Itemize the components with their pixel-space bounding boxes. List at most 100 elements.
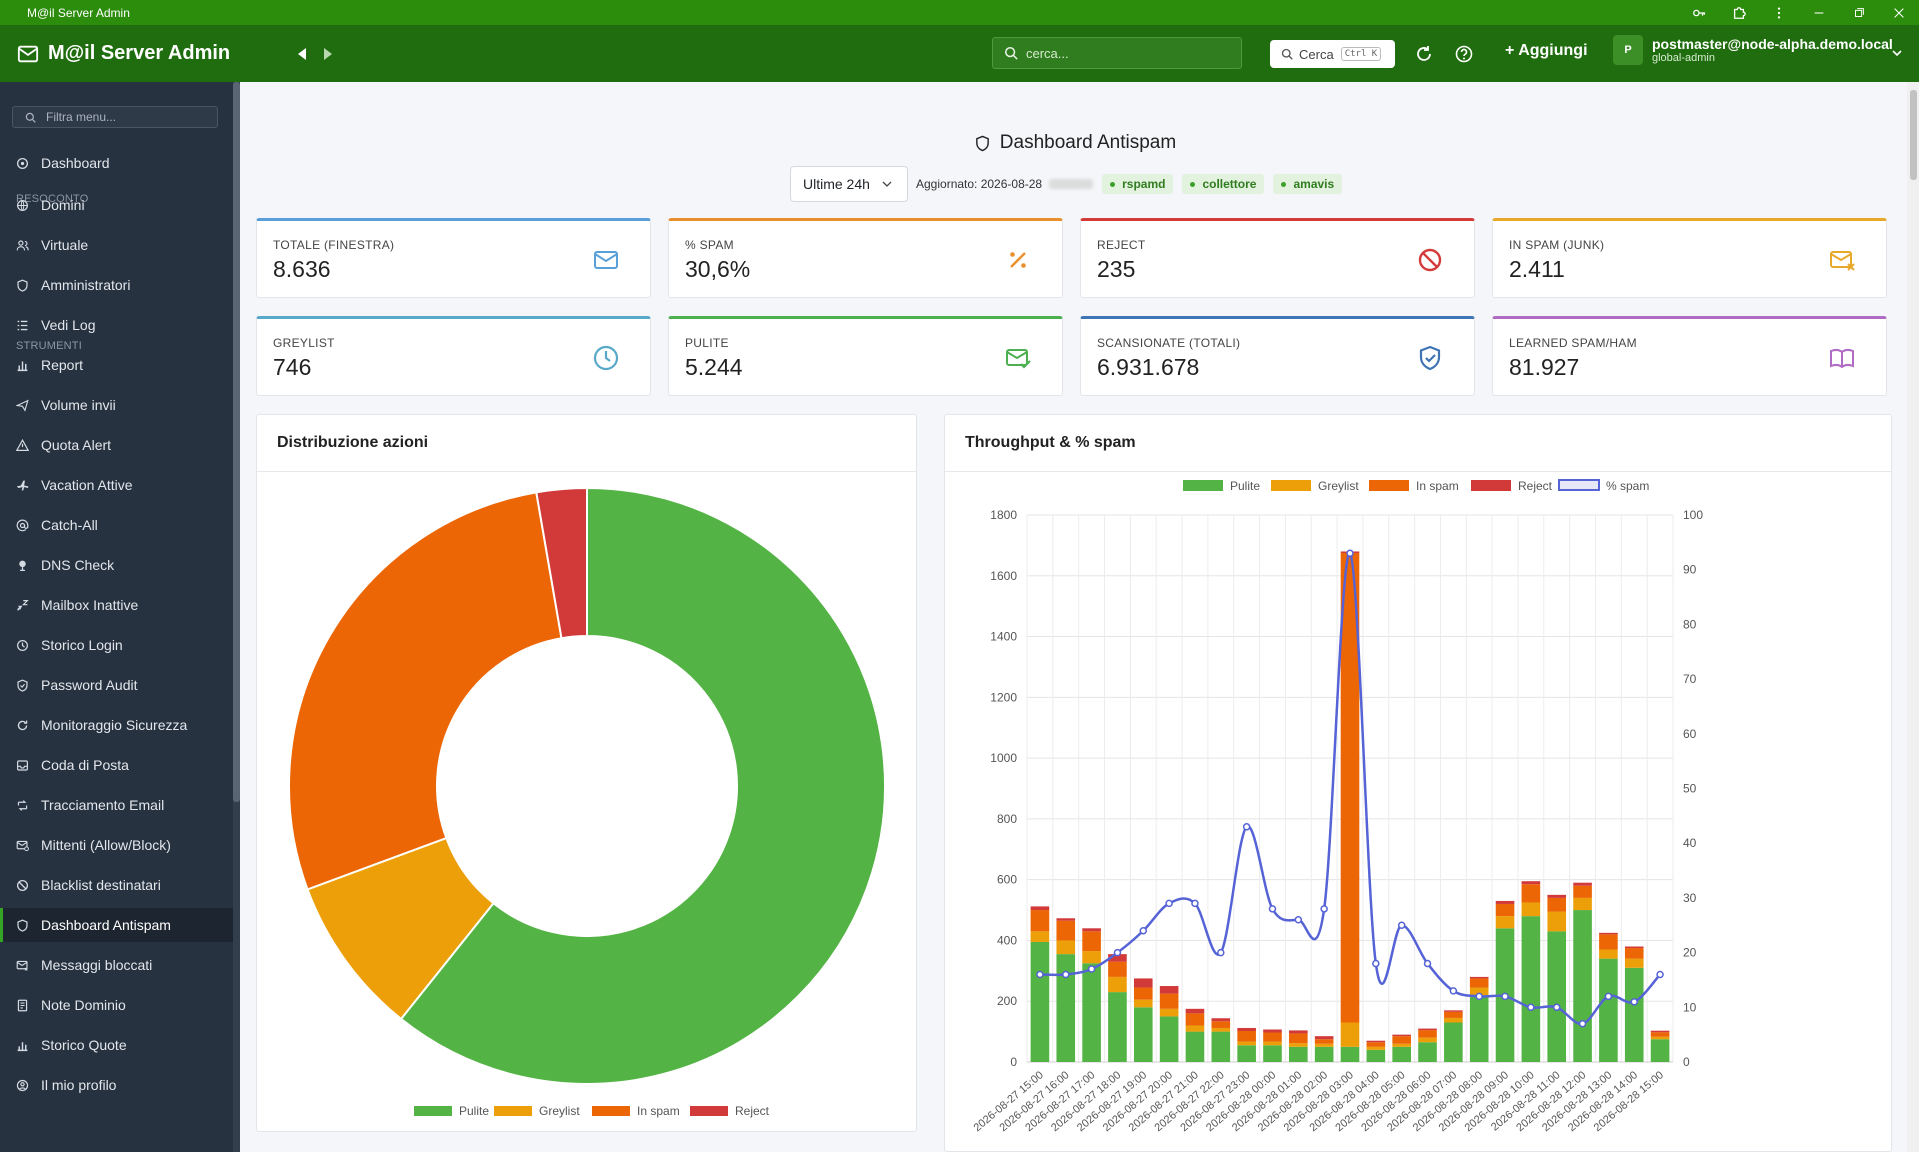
bar-pulite[interactable]: [1133, 1007, 1153, 1062]
bar-pulite[interactable]: [1237, 1045, 1256, 1062]
bar-reject[interactable]: [1521, 881, 1541, 885]
bar-pulite[interactable]: [1263, 1045, 1282, 1062]
bar-pulite[interactable]: [1418, 1042, 1437, 1062]
bar-reject[interactable]: [1392, 1034, 1411, 1037]
bar-greylist[interactable]: [1444, 1017, 1463, 1023]
bar-pulite[interactable]: [1521, 916, 1541, 1062]
spam-percent-point[interactable]: [1294, 916, 1303, 924]
bar-in-spam[interactable]: [1237, 1031, 1256, 1042]
bar-pulite[interactable]: [1056, 954, 1076, 1062]
sidebar-item-catch-all[interactable]: Catch-All: [0, 508, 233, 542]
bar-greylist[interactable]: [1340, 1022, 1360, 1047]
spam-percent-point[interactable]: [1165, 899, 1173, 908]
bar-in-spam[interactable]: [1314, 1039, 1334, 1044]
bar-greylist[interactable]: [1056, 940, 1076, 955]
bar-greylist[interactable]: [1366, 1046, 1386, 1050]
spam-percent-point[interactable]: [1268, 905, 1277, 913]
bar-greylist[interactable]: [1289, 1043, 1308, 1047]
donut-slice-in-spam[interactable]: [288, 491, 563, 891]
bar-greylist[interactable]: [1469, 987, 1489, 996]
sidebar-item-vacation-attive[interactable]: Vacation Attive: [0, 468, 233, 502]
help-icon[interactable]: [1454, 44, 1474, 64]
bar-pulite[interactable]: [1547, 931, 1567, 1062]
extensions-icon[interactable]: [1719, 0, 1759, 25]
more-vertical-icon[interactable]: [1759, 0, 1799, 25]
spam-percent-point[interactable]: [1501, 992, 1509, 1001]
spam-percent-point[interactable]: [1552, 1003, 1561, 1012]
back-arrow-icon[interactable]: [296, 47, 308, 61]
spam-percent-point[interactable]: [1191, 899, 1199, 908]
bar-reject[interactable]: [1624, 946, 1644, 949]
forward-arrow-icon[interactable]: [322, 47, 334, 61]
bar-in-spam[interactable]: [1599, 934, 1618, 950]
bar-reject[interactable]: [1599, 932, 1618, 935]
bar-in-spam[interactable]: [1573, 885, 1592, 898]
bar-pulite[interactable]: [1030, 941, 1050, 1062]
bar-reject[interactable]: [1418, 1028, 1437, 1031]
sidebar-item-coda-di-posta[interactable]: Coda di Posta: [0, 748, 233, 782]
bar-reject[interactable]: [1133, 978, 1153, 988]
sidebar-item-amministratori[interactable]: Amministratori: [0, 268, 233, 302]
spam-percent-point[interactable]: [1087, 965, 1096, 973]
bar-reject[interactable]: [1082, 928, 1101, 932]
bar-pulite[interactable]: [1650, 1039, 1670, 1062]
sidebar-item-tracciamento-email[interactable]: Tracciamento Email: [0, 788, 233, 822]
sidebar-item-il-mio-profilo[interactable]: Il mio profilo: [0, 1068, 233, 1102]
bar-reject[interactable]: [1469, 976, 1489, 979]
sidebar-item-vedi-log[interactable]: Vedi Log: [0, 308, 233, 342]
bar-greylist[interactable]: [1624, 958, 1644, 968]
bar-in-spam[interactable]: [1418, 1030, 1437, 1038]
bar-in-spam[interactable]: [1211, 1021, 1231, 1028]
spam-percent-point[interactable]: [1242, 823, 1251, 831]
bar-greylist[interactable]: [1108, 976, 1127, 993]
bar-reject[interactable]: [1573, 882, 1592, 886]
bar-greylist[interactable]: [1159, 1008, 1179, 1017]
chevron-down-icon[interactable]: [1891, 47, 1903, 59]
bar-pulite[interactable]: [1469, 995, 1489, 1062]
spam-percent-point[interactable]: [1139, 926, 1148, 935]
bar-in-spam[interactable]: [1056, 920, 1076, 941]
bar-in-spam[interactable]: [1030, 910, 1050, 932]
spam-percent-point[interactable]: [1036, 970, 1044, 979]
bar-greylist[interactable]: [1495, 916, 1515, 929]
command-search-button[interactable]: Cerca Ctrl K: [1270, 40, 1395, 68]
donut-slice-reject[interactable]: [535, 486, 588, 640]
brand[interactable]: M@il Server Admin: [0, 42, 296, 65]
refresh-icon[interactable]: [1414, 44, 1434, 64]
sidebar-item-quota-alert[interactable]: Quota Alert: [0, 428, 233, 462]
menu-filter-input[interactable]: Filtra menu...: [12, 106, 218, 128]
bar-pulite[interactable]: [1289, 1046, 1308, 1062]
bar-greylist[interactable]: [1211, 1027, 1231, 1032]
bar-in-spam[interactable]: [1521, 884, 1541, 903]
bar-in-spam[interactable]: [1263, 1032, 1282, 1042]
spam-percent-point[interactable]: [1527, 1003, 1535, 1012]
bar-pulite[interactable]: [1366, 1049, 1386, 1062]
bar-in-spam[interactable]: [1185, 1013, 1205, 1026]
bar-in-spam[interactable]: [1650, 1032, 1670, 1037]
bar-in-spam[interactable]: [1082, 931, 1101, 952]
bar-pulite[interactable]: [1108, 992, 1127, 1062]
spam-percent-point[interactable]: [1372, 959, 1380, 968]
bar-reject[interactable]: [1185, 1008, 1205, 1014]
sidebar-item-password-audit[interactable]: Password Audit: [0, 668, 233, 702]
spam-percent-point[interactable]: [1630, 998, 1638, 1006]
bar-pulite[interactable]: [1392, 1046, 1411, 1062]
header-search-input[interactable]: cerca...: [992, 37, 1242, 69]
bar-in-spam[interactable]: [1366, 1042, 1386, 1047]
bar-greylist[interactable]: [1599, 949, 1618, 959]
bar-in-spam[interactable]: [1159, 993, 1179, 1009]
bar-greylist[interactable]: [1185, 1025, 1205, 1032]
bar-in-spam[interactable]: [1392, 1036, 1411, 1044]
bar-in-spam[interactable]: [1133, 987, 1153, 1000]
bar-in-spam[interactable]: [1108, 961, 1127, 977]
bar-reject[interactable]: [1495, 900, 1515, 904]
spam-percent-point[interactable]: [1397, 921, 1406, 929]
donut-slice-pulite[interactable]: [399, 486, 886, 1085]
bar-in-spam[interactable]: [1469, 978, 1489, 988]
sidebar-item-monitoraggio-sicurezza[interactable]: Monitoraggio Sicurezza: [0, 708, 233, 742]
sidebar-item-volume-invii[interactable]: Volume invii: [0, 388, 233, 422]
spam-percent-point[interactable]: [1475, 992, 1483, 1001]
bar-reject[interactable]: [1547, 894, 1567, 898]
sidebar-item-report[interactable]: Report: [0, 348, 233, 382]
user-menu[interactable]: P postmaster@node-alpha.demo.local globa…: [1613, 35, 1893, 65]
